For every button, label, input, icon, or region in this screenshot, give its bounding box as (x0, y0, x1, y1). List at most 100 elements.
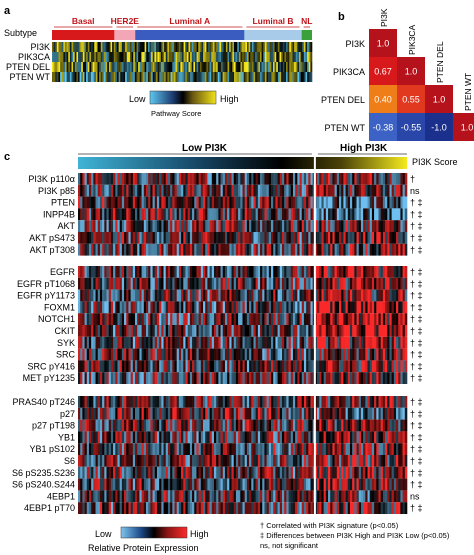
protein-row-label: AKT pS473 (29, 233, 75, 243)
corr-cell (397, 57, 425, 85)
protein-row-label: YB1 (58, 432, 75, 442)
corr-cell (369, 113, 397, 141)
protein-row-label: PI3K p110α (28, 174, 75, 184)
pathway-row-label: PTEN DEL (6, 62, 50, 72)
significance-marker: † ‡ (410, 444, 423, 454)
significance-marker: † ‡ (410, 456, 423, 466)
significance-marker: ns (410, 491, 420, 501)
significance-marker: † ‡ (410, 468, 423, 478)
corr-row-label: PTEN WT (325, 123, 366, 133)
panel-a: a Subtype Basal HER2E Luminal A Luminal B NL… (4, 5, 312, 118)
footnote-ns: ns, not significant (260, 541, 319, 550)
panel-c-letter: c (4, 151, 10, 163)
pi3k-score-label: PI3K Score (412, 157, 458, 167)
corr-value: 1.0 (433, 95, 446, 105)
corr-col-label: PIK3CA (407, 24, 417, 55)
expression-colorbar (120, 526, 188, 539)
corr-value: 1.0 (461, 123, 474, 133)
subtype-name: NL (301, 16, 312, 26)
significance-marker: † ‡ (410, 397, 423, 407)
significance-marker: † ‡ (410, 409, 423, 419)
protein-row-label: EGFR pY1173 (17, 291, 75, 301)
pi3k-score-gradient (78, 157, 407, 169)
protein-row-label: 4EBP1 pT70 (24, 503, 75, 513)
subtype-name: Basal (72, 16, 95, 26)
correlation-matrix: PI3K PI3K PIK3CA PIK3CA PTEN DEL PTEN DEL PTEN… (321, 8, 474, 141)
significance-marker: † ‡ (410, 233, 423, 243)
protein-row-label: p27 (60, 409, 75, 419)
significance-marker: † ‡ (410, 503, 423, 513)
significance-marker: † ‡ (410, 480, 423, 490)
significance-marker: † ‡ (410, 245, 423, 255)
footnote-differences: ‡ Differences between PI3K High and PI3K… (260, 531, 450, 540)
expression-legend-high: High (190, 529, 209, 539)
protein-row-label: SRC (56, 350, 76, 360)
protein-row-label: AKT pT308 (30, 245, 75, 255)
corr-cell (425, 113, 453, 141)
protein-row-label: YB1 pS102 (29, 444, 75, 454)
protein-row-label: SYK (57, 338, 75, 348)
high-pi3k-label: High PI3K (340, 143, 388, 154)
panel-a-letter: a (4, 5, 11, 17)
protein-row-label: MET pY1235 (23, 373, 75, 383)
protein-row-label: AKT (57, 221, 75, 231)
corr-value: 1.0 (377, 39, 390, 49)
corr-row-label: PIK3CA (333, 67, 365, 77)
subtype-segment (301, 30, 312, 40)
significance-marker: † ‡ (410, 373, 423, 383)
significance-marker: ns (410, 186, 420, 196)
low-pi3k-label: Low PI3K (182, 143, 228, 154)
significance-marker: † ‡ (410, 267, 423, 277)
protein-row-label: NOTCH1 (38, 314, 75, 324)
significance-marker: † ‡ (410, 350, 423, 360)
protein-row-label: p27 pT198 (32, 421, 75, 431)
protein-row-label: PTEN (51, 198, 75, 208)
expression-legend-title: Relative Protein Expression (88, 543, 199, 553)
significance-marker: † ‡ (410, 221, 423, 231)
significance-markers: †ns† ‡† ‡† ‡† ‡† ‡† ‡† ‡† ‡† ‡† ‡† ‡† ‡†… (410, 174, 423, 513)
corr-cell (397, 85, 425, 113)
subtype-row-label: Subtype (4, 28, 37, 38)
subtype-segment (244, 30, 302, 40)
protein-row-label: CKIT (54, 326, 75, 336)
pathway-row-label: PI3K (30, 42, 50, 52)
significance-marker: † ‡ (410, 361, 423, 371)
corr-cell (369, 85, 397, 113)
protein-row-label: SRC pY416 (27, 361, 75, 371)
corr-cell (425, 85, 453, 113)
corr-cell (397, 113, 425, 141)
corr-cell (453, 113, 474, 141)
corr-row-label: PI3K (345, 39, 365, 49)
protein-row-label: EGFR pT1068 (17, 279, 75, 289)
panel-c: c Low PI3K High PI3K PI3K Score PI3K p11… (4, 143, 458, 553)
footnote-correlated: † Correlated with PI3K signature (p<0.05… (260, 521, 399, 530)
corr-value: -1.0 (431, 123, 447, 133)
pathway-row-label: PTEN WT (10, 72, 51, 82)
significance-marker: † ‡ (410, 291, 423, 301)
significance-marker: † ‡ (410, 338, 423, 348)
protein-row-label: FOXM1 (44, 302, 75, 312)
pathway-legend-low: Low (129, 94, 146, 104)
protein-heatmap (78, 173, 408, 514)
subtype-segment (135, 30, 245, 40)
panel-b-letter: b (338, 11, 345, 23)
protein-row-label: S6 (64, 456, 75, 466)
significance-marker: † ‡ (410, 198, 423, 208)
subtype-names: Basal HER2E Luminal A Luminal B NL (54, 16, 312, 28)
subtype-segment (114, 30, 136, 40)
pathway-heatmap (52, 42, 313, 82)
panel-b: b PI3K PI3K PIK3CA PIK3CA PTEN DEL PTEN DEL PT… (321, 8, 474, 141)
protein-row-label: S6 pS235.S236 (12, 468, 75, 478)
significance-marker: † ‡ (410, 421, 423, 431)
protein-row-label: EGFR (50, 267, 76, 277)
protein-row-label: INPP4B (43, 209, 75, 219)
corr-value: 0.40 (374, 95, 392, 105)
protein-row-label: PRAS40 pT246 (12, 397, 75, 407)
corr-col-label: PI3K (379, 8, 389, 27)
corr-value: -0.38 (373, 123, 394, 133)
subtype-segment (52, 30, 115, 40)
significance-marker: † ‡ (410, 326, 423, 336)
significance-marker: † ‡ (410, 279, 423, 289)
